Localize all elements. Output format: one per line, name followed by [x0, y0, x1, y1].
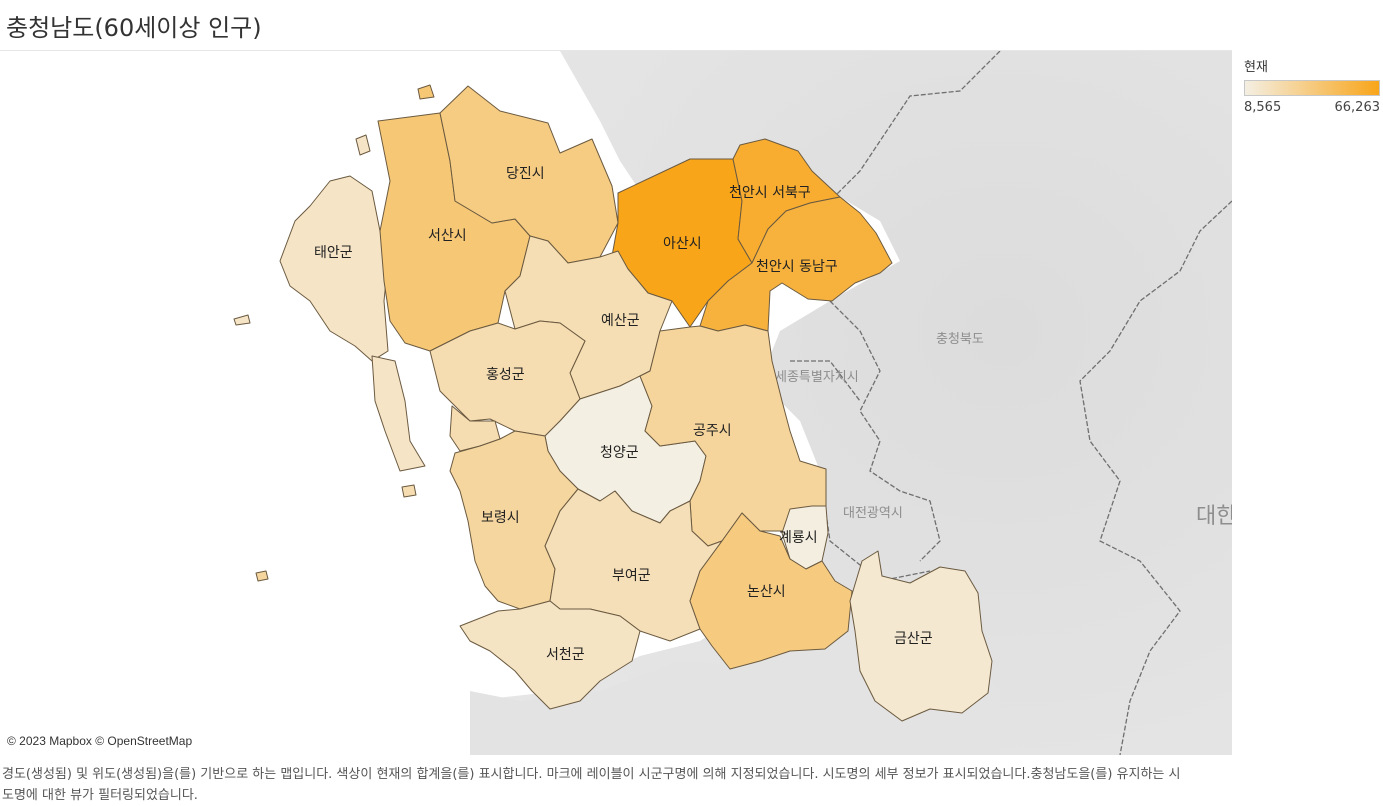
color-legend[interactable]: 현재 8,565 66,263 — [1244, 56, 1380, 115]
region-nonsan[interactable] — [689, 512, 853, 670]
legend-title: 현재 — [1244, 60, 1268, 75]
map-attribution[interactable]: © 2023 Mapbox © OpenStreetMap — [7, 734, 193, 748]
region-taean[interactable] — [279, 175, 389, 362]
bg-label-sejong: 세종특별자치시 — [775, 370, 859, 385]
region-seocheon[interactable] — [459, 600, 641, 710]
map-canvas[interactable]: 충청북도 세종특별자치시 대전광역시 대한 충청남 — [0, 51, 1232, 755]
legend-min-label: 8,565 — [1244, 100, 1282, 115]
label-hongseong: 홍성군 — [486, 367, 525, 383]
bg-label-chungbuk: 충청북도 — [936, 332, 984, 347]
label-buyeo: 부여군 — [612, 568, 651, 584]
region-seosan-islet[interactable] — [417, 84, 435, 100]
label-yesan: 예산군 — [601, 313, 640, 329]
label-seocheon: 서천군 — [546, 647, 585, 663]
region-boryeong-islet[interactable] — [255, 570, 269, 582]
label-cheonan-seobuk: 천안시 서북구 — [729, 185, 811, 201]
label-gyeryong: 계룡시 — [779, 530, 818, 546]
label-geumsan: 금산군 — [894, 631, 933, 647]
region-taean-islet[interactable] — [233, 314, 251, 326]
background-map-labels: 충청북도 세종특별자치시 대전광역시 대한 충청남 — [592, 332, 1232, 529]
region-geumsan[interactable] — [849, 550, 993, 722]
bg-label-daehan: 대한 — [1196, 504, 1232, 529]
label-gongju: 공주시 — [693, 423, 732, 439]
region-labels: 태안군 서산시 당진시 아산시 천안시 서북구 천안시 동남구 예산군 홍성군 … — [314, 166, 933, 663]
label-cheongyang: 청양군 — [600, 445, 639, 461]
label-cheonan-dongnam: 천안시 동남구 — [756, 259, 838, 275]
terrain-land — [470, 51, 1232, 755]
bg-label-daejeon: 대전광역시 — [843, 506, 903, 521]
map-caption: 경도(생성됨) 및 위도(생성됨)을(를) 기반으로 하는 맵입니다. 색상이 … — [2, 767, 1181, 803]
label-nonsan: 논산시 — [747, 584, 786, 600]
legend-max-label: 66,263 — [1334, 100, 1381, 115]
legend-gradient-bar — [1244, 80, 1380, 96]
page-title: 충청남도(60세이상 인구) — [6, 14, 262, 42]
label-dangjin: 당진시 — [506, 166, 545, 182]
region-hongseong-islet[interactable] — [401, 484, 417, 498]
label-asan: 아산시 — [663, 236, 702, 252]
label-taean: 태안군 — [314, 245, 353, 261]
label-boryeong: 보령시 — [481, 510, 520, 526]
region-taean-islet2[interactable] — [355, 134, 371, 156]
map-view[interactable]: 충청북도 세종특별자치시 대전광역시 대한 충청남 — [0, 50, 1232, 755]
region-taean-isle[interactable] — [371, 355, 426, 472]
label-seosan: 서산시 — [428, 228, 467, 244]
